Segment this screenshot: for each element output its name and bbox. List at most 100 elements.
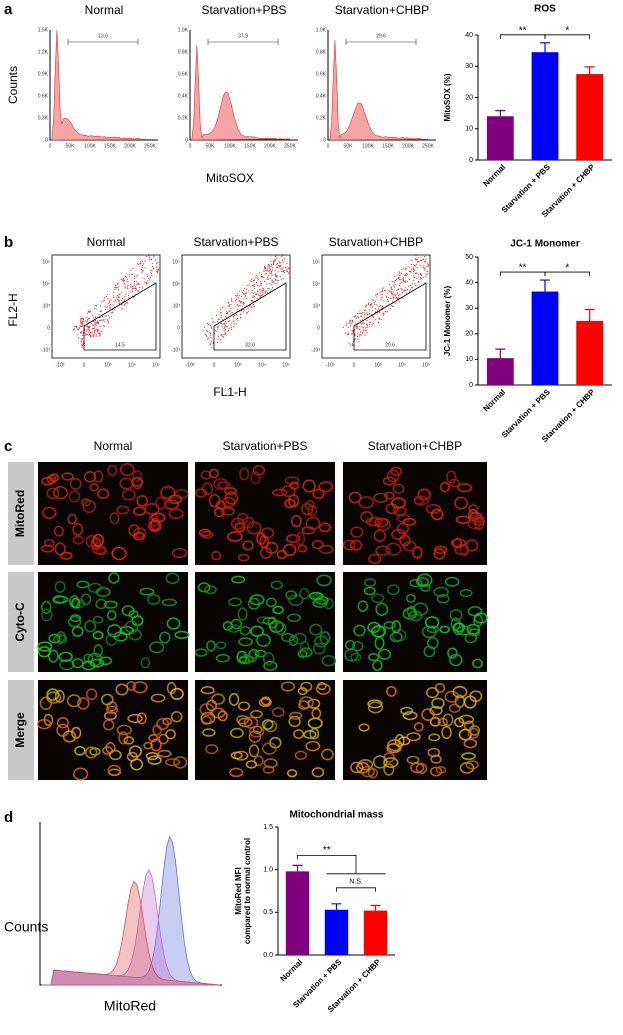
event	[361, 326, 363, 328]
event	[392, 298, 394, 300]
cell	[413, 495, 429, 506]
event	[157, 262, 159, 264]
event	[402, 291, 404, 293]
cell	[372, 755, 388, 769]
cell	[164, 758, 181, 767]
event	[124, 276, 126, 278]
cell	[284, 498, 296, 509]
event	[252, 304, 254, 306]
cell	[231, 575, 246, 584]
event	[380, 305, 382, 307]
event	[239, 290, 241, 292]
cell	[284, 476, 300, 486]
event	[87, 333, 89, 336]
event	[381, 296, 383, 298]
event	[87, 318, 89, 320]
chart-title: JC-1 Monomer	[510, 239, 580, 250]
event	[156, 269, 158, 271]
x-tick-label: -10³	[186, 362, 195, 368]
event	[259, 281, 262, 283]
event	[380, 299, 382, 301]
event	[221, 307, 224, 309]
event	[107, 298, 109, 300]
bar	[576, 74, 604, 160]
event	[138, 290, 140, 292]
event	[359, 310, 361, 312]
event	[417, 273, 419, 275]
event	[121, 297, 124, 300]
event	[417, 257, 419, 259]
event	[263, 267, 265, 269]
cell	[41, 608, 53, 622]
event	[415, 263, 418, 265]
event	[82, 318, 84, 321]
event	[217, 320, 219, 322]
event	[283, 258, 285, 260]
event	[280, 279, 282, 281]
event	[275, 270, 277, 272]
y-tick-label: 1.0	[263, 867, 273, 874]
event	[148, 279, 151, 281]
event	[397, 295, 400, 297]
cells	[40, 462, 189, 561]
event	[269, 269, 271, 271]
cell	[350, 652, 362, 662]
event	[416, 277, 418, 279]
cell	[386, 685, 397, 697]
x-tick-label: 10³	[234, 362, 242, 368]
event	[359, 334, 361, 336]
event	[346, 333, 348, 335]
cell	[391, 497, 406, 509]
error-bar	[540, 279, 550, 292]
event	[415, 259, 417, 261]
event	[113, 306, 115, 308]
event	[373, 299, 375, 301]
event	[78, 327, 81, 329]
cell	[98, 656, 113, 666]
cell	[294, 750, 308, 760]
event	[156, 266, 158, 268]
event	[222, 336, 224, 338]
cell	[92, 630, 104, 640]
event	[369, 304, 371, 306]
error-bar	[584, 308, 595, 321]
event	[276, 283, 278, 285]
event	[419, 265, 422, 267]
event	[393, 284, 395, 286]
y-tick-label: 10³	[173, 303, 181, 309]
cell	[58, 651, 73, 663]
cell	[314, 635, 329, 648]
event	[81, 325, 83, 327]
event	[86, 321, 88, 323]
event	[78, 328, 80, 330]
significance-label: **	[323, 845, 331, 856]
event	[278, 261, 281, 263]
event	[250, 299, 252, 301]
event	[422, 259, 424, 261]
event	[426, 274, 428, 276]
event	[207, 338, 209, 340]
event	[107, 293, 109, 295]
event	[117, 295, 119, 297]
cell	[256, 616, 270, 624]
event	[415, 284, 417, 287]
event	[95, 329, 97, 331]
event	[223, 330, 225, 332]
cell	[158, 733, 169, 745]
event	[256, 284, 258, 286]
event	[364, 327, 366, 329]
event	[362, 329, 364, 331]
cell	[295, 531, 306, 546]
x-tick-label: 250K	[422, 143, 434, 149]
event	[76, 327, 78, 329]
column-title: Starvation+PBS	[222, 439, 307, 453]
event	[351, 345, 354, 347]
event	[248, 283, 250, 285]
event	[275, 275, 277, 277]
x-tick-label: Normal	[481, 388, 507, 414]
cell	[105, 633, 118, 647]
event	[363, 316, 365, 318]
event	[413, 275, 415, 277]
event	[142, 264, 144, 266]
cell	[256, 633, 271, 647]
